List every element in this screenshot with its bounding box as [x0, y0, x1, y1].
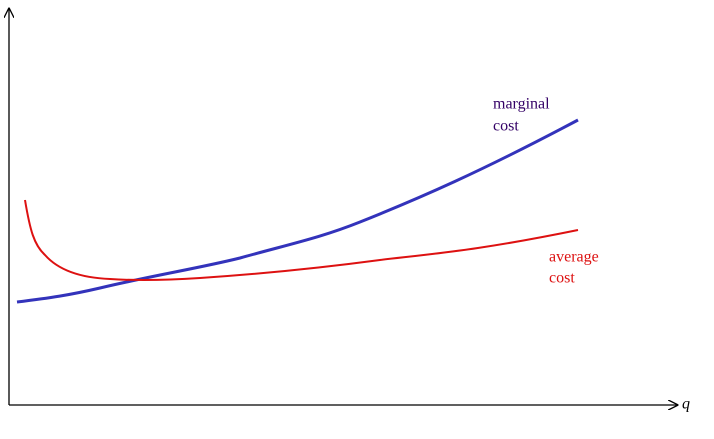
- marginal-cost-curve: [16, 118, 579, 304]
- curve-label: average: [549, 249, 599, 266]
- average-cost-curve: [24, 199, 579, 282]
- curve-label: cost: [493, 118, 519, 135]
- curve-label: cost: [549, 270, 575, 287]
- curve-label: marginal: [493, 96, 550, 113]
- x-axis-label: q: [682, 396, 690, 413]
